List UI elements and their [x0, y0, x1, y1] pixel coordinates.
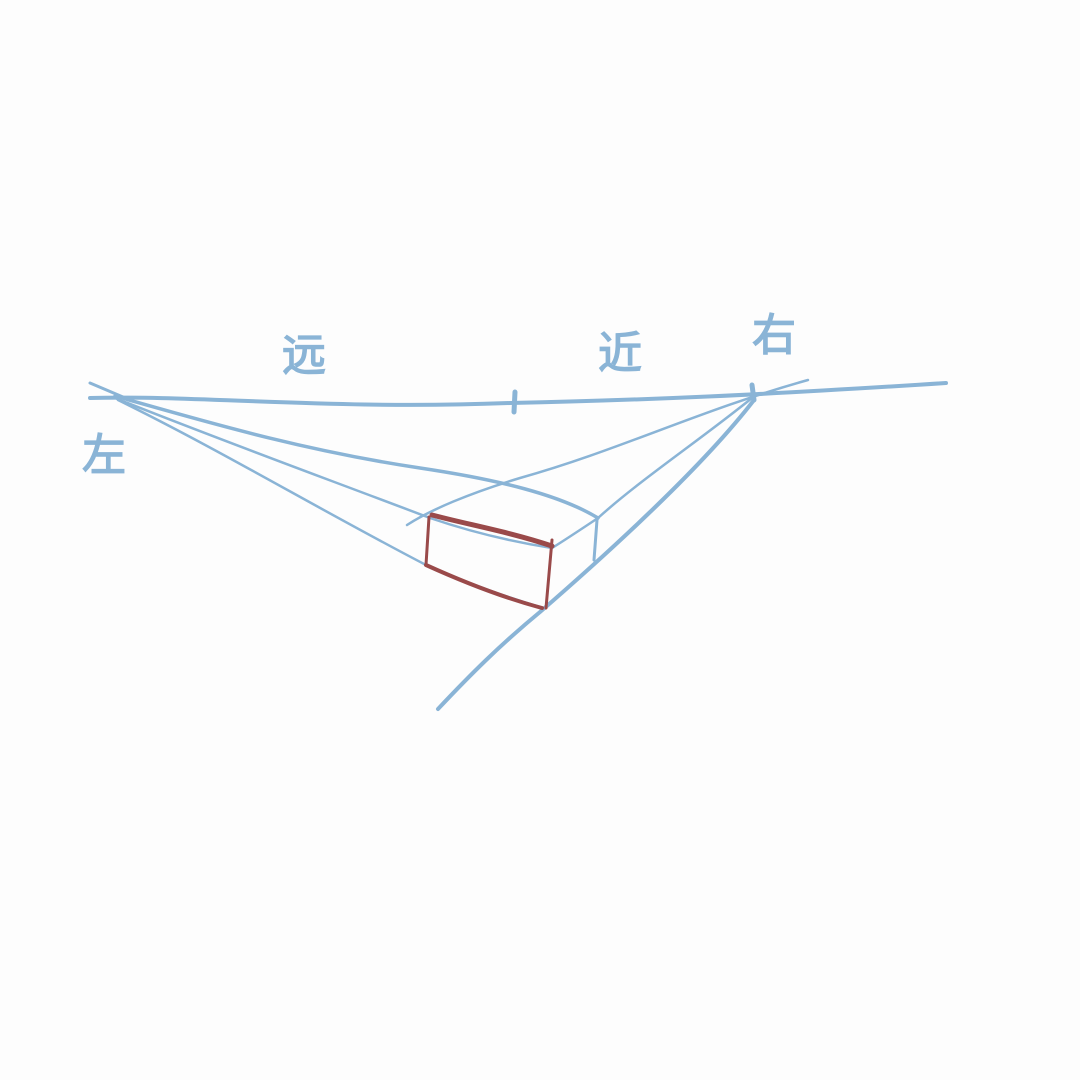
left-guide-line-1 [113, 394, 600, 520]
back-vertical-edge [592, 518, 599, 562]
right-guide-line-3 [436, 398, 756, 711]
right-guide-line-1 [405, 378, 810, 527]
horizon-tick-mid [511, 389, 518, 415]
box-top-edge [429, 512, 555, 549]
left-guide-line-2 [113, 396, 554, 550]
label-right: 右 [752, 310, 796, 361]
label-far: 远 [282, 330, 326, 381]
right-guide-line-2 [550, 396, 754, 550]
label-left: 左 [82, 430, 126, 481]
left-guide-line-3 [116, 398, 545, 610]
box-right-edge [544, 538, 554, 610]
label-near: 近 [598, 328, 642, 379]
box-bottom-edge [424, 563, 544, 610]
horizon-line [88, 381, 948, 407]
box-left-edge [424, 515, 431, 567]
